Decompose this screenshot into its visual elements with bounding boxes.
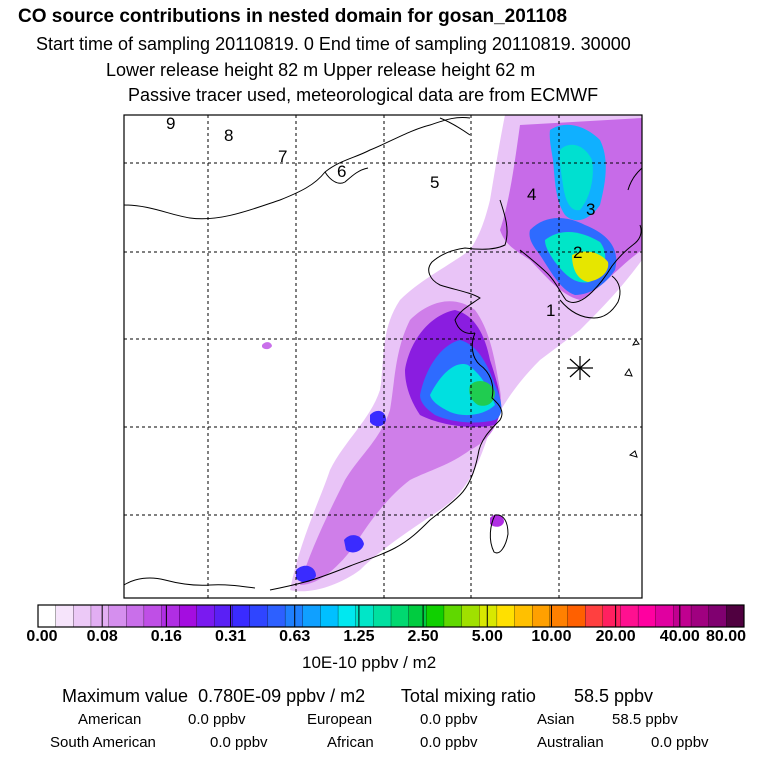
chart-title: CO source contributions in nested domain… xyxy=(18,6,568,27)
colorbar-cell xyxy=(126,604,145,628)
colorbar-tick-label: 0.31 xyxy=(214,628,247,645)
colorbar-cell xyxy=(55,604,74,628)
colorbar-tick-label: 0.63 xyxy=(279,628,311,645)
colorbar-tick-label: 0.08 xyxy=(86,628,118,645)
receptor-star-icon xyxy=(567,356,593,380)
colorbar-cell xyxy=(567,604,586,628)
plume-core-green xyxy=(469,380,495,406)
colorbar-cell xyxy=(73,604,92,628)
plume-mid-blob xyxy=(370,410,386,427)
region-value-asian: 58.5 ppbv xyxy=(612,711,678,728)
total-mixing-label: Total mixing ratio xyxy=(400,686,536,706)
region-name-african: African xyxy=(327,734,374,751)
region-label-4: 4 xyxy=(527,185,536,204)
colorbar-cell xyxy=(708,604,727,628)
colorbar-tick-label: 10.00 xyxy=(531,628,572,645)
colorbar-cell xyxy=(143,604,162,628)
colorbar-cell xyxy=(284,604,304,628)
region-name-american: American xyxy=(78,711,142,728)
region-name-european: European xyxy=(307,711,373,728)
colorbar-tick-label: 40.00 xyxy=(659,628,700,645)
region-label-2: 2 xyxy=(573,243,582,262)
colorbar-cell xyxy=(585,604,604,628)
plume-korea-yellow xyxy=(572,251,609,282)
colorbar-cell xyxy=(461,604,480,628)
region-label-group: 1 2 3 4 5 6 7 8 9 xyxy=(166,114,595,320)
colorbar-cell xyxy=(690,604,710,628)
colorbar-cell xyxy=(179,604,198,628)
colorbar-cell xyxy=(443,604,463,628)
region-name-australian: Australian xyxy=(537,734,604,751)
colorbar-tick-label: 0.16 xyxy=(150,628,182,645)
colorbar-cell xyxy=(90,604,110,628)
colorbar-cell xyxy=(655,604,674,628)
total-mixing-value: 58.5 ppbv xyxy=(573,686,654,706)
colorbar-tick-label: 0.00 xyxy=(26,628,58,645)
region-value-south-american: 0.0 ppbv xyxy=(210,734,268,751)
colorbar-cell xyxy=(320,604,339,628)
colorbar-tick-label: 1.25 xyxy=(343,628,375,645)
region-label-6: 6 xyxy=(337,162,346,181)
colorbar-cell xyxy=(673,604,692,628)
plume-dot xyxy=(262,342,272,350)
release-height-line: Lower release height 82 m Upper release … xyxy=(106,60,536,80)
colorbar-cell xyxy=(620,604,639,628)
colorbar-cell xyxy=(479,604,498,628)
plume-south-blob2 xyxy=(296,565,316,583)
colorbar-cell xyxy=(514,604,533,628)
plume-north-cyan2 xyxy=(559,144,593,211)
map-frame xyxy=(123,114,643,599)
colorbar-unit: 10E-10 ppbv / m2 xyxy=(302,653,437,672)
colorbar-cell xyxy=(196,604,215,628)
plume-field xyxy=(262,115,642,592)
region-label-7: 7 xyxy=(278,147,287,166)
region-label-8: 8 xyxy=(224,126,233,145)
region-value-australian: 0.0 ppbv xyxy=(651,734,709,751)
colorbar-cell xyxy=(267,604,286,628)
colorbar-cell xyxy=(532,604,551,628)
colorbar-cell xyxy=(496,604,515,628)
summary-line: Maximum value 0.780E-09 ppbv / m2 Total … xyxy=(62,686,653,707)
colorbar-cell xyxy=(726,604,745,628)
colorbar-cell xyxy=(37,604,57,628)
max-value-label: Maximum value xyxy=(62,686,189,706)
colorbar-cell xyxy=(408,604,427,628)
colorbar-cell xyxy=(161,604,180,628)
region-name-south-american: South American xyxy=(50,734,156,751)
colorbar-cell xyxy=(637,604,657,628)
colorbar-cell xyxy=(390,604,410,628)
colorbar-cell xyxy=(231,604,251,628)
region-name-asian: Asian xyxy=(537,711,575,728)
colorbar-cell xyxy=(337,604,357,628)
colorbar-cell xyxy=(426,604,445,628)
tracer-info-line: Passive tracer used, meteorological data… xyxy=(128,85,599,105)
colorbar-tick-label: 2.50 xyxy=(407,628,439,645)
region-value-african: 0.0 ppbv xyxy=(420,734,478,751)
coastlines xyxy=(124,117,642,591)
colorbar-cell xyxy=(302,604,321,628)
region-label-1: 1 xyxy=(546,301,555,320)
colorbar-cell xyxy=(373,604,392,628)
colorbar-tick-label: 80.00 xyxy=(705,628,747,645)
region-label-5: 5 xyxy=(430,173,439,192)
region-value-american: 0.0 ppbv xyxy=(188,711,246,728)
region-value-european: 0.0 ppbv xyxy=(420,711,478,728)
region-label-3: 3 xyxy=(586,200,595,219)
colorbar-cell xyxy=(249,604,268,628)
colorbar-cell xyxy=(108,604,127,628)
colorbar-cells xyxy=(37,604,745,628)
colorbar-cell xyxy=(214,604,233,628)
region-label-9: 9 xyxy=(166,114,175,133)
sampling-time-line: Start time of sampling 20110819. 0 End t… xyxy=(36,34,631,54)
colorbar-tick-label: 20.00 xyxy=(595,628,636,645)
colorbar-tick-label: 5.00 xyxy=(471,628,503,645)
colorbar-cell xyxy=(355,604,374,628)
colorbar-cell xyxy=(549,604,568,628)
max-value: 0.780E-09 ppbv / m2 xyxy=(198,686,366,706)
lat-lon-grid xyxy=(124,115,642,598)
plume-south-blob1 xyxy=(344,535,364,553)
colorbar-cell xyxy=(602,604,621,628)
